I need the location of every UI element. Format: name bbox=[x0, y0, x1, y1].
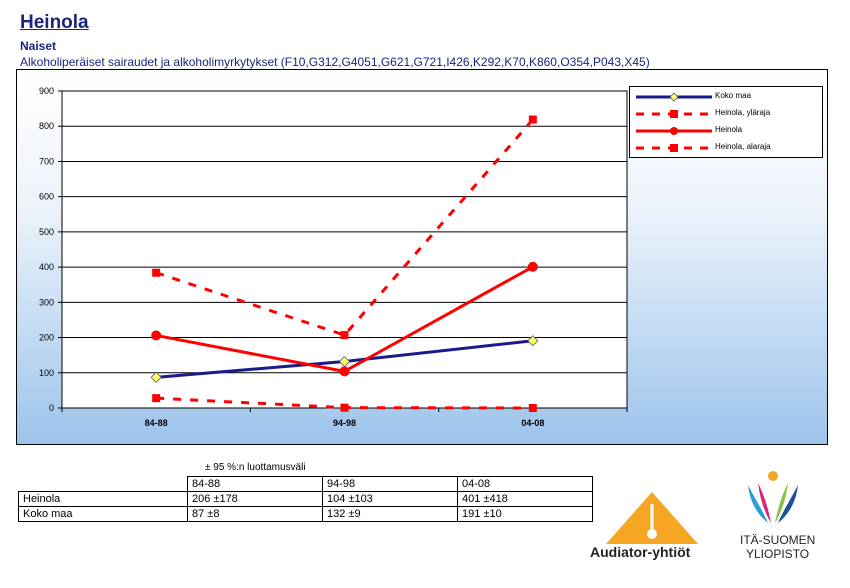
row-label: Heinola bbox=[18, 491, 188, 507]
uef-emblem-icon bbox=[748, 471, 798, 523]
legend-item-koko-maa: Koko maa bbox=[630, 90, 822, 104]
audiator-triangle-icon bbox=[606, 492, 698, 544]
table-header-cell: 04-08 bbox=[457, 476, 593, 492]
y-tick-label: 100 bbox=[39, 368, 54, 378]
legend-item-heinola: Heinola bbox=[630, 124, 822, 138]
y-tick-label: 600 bbox=[39, 192, 54, 202]
x-tick-label: 04-08 bbox=[521, 418, 544, 428]
table-header-cell: 84-88 bbox=[187, 476, 323, 492]
y-tick-label: 900 bbox=[39, 86, 54, 96]
data-point bbox=[340, 403, 349, 412]
data-point bbox=[150, 371, 162, 383]
legend-label: Heinola bbox=[715, 125, 743, 134]
table-cell: 191 ±10 bbox=[457, 506, 593, 522]
line-chart: 0 100 200 300 400 500 600 700 800 900 84-88 94-98 04… bbox=[39, 86, 628, 428]
table-cell: 132 ±9 bbox=[322, 506, 458, 522]
table-row: Koko maa 87 ±8 132 ±9 191 ±10 bbox=[18, 506, 593, 522]
legend-item-heinola-alaraja: Heinola, alaraja bbox=[630, 141, 822, 155]
data-point bbox=[527, 261, 538, 272]
page-subtitle: Naiset bbox=[20, 39, 57, 53]
uef-logo-text-1: ITÄ-SUOMEN bbox=[740, 533, 816, 547]
chart-description: Alkoholiperäiset sairaudet ja alkoholimy… bbox=[20, 55, 650, 69]
table-cell: 206 ±178 bbox=[187, 491, 323, 507]
legend-label: Heinola, alaraja bbox=[715, 142, 771, 151]
data-point bbox=[528, 404, 537, 412]
y-tick-label: 300 bbox=[39, 297, 54, 307]
table-row: Heinola 206 ±178 104 ±103 401 ±418 bbox=[18, 491, 593, 507]
uef-logo-text-2: YLIOPISTO bbox=[746, 547, 810, 561]
page-title: Heinola bbox=[20, 12, 89, 33]
y-tick-label: 700 bbox=[39, 156, 54, 166]
x-tick-label: 94-98 bbox=[333, 418, 356, 428]
y-tick-label: 500 bbox=[39, 227, 54, 237]
data-point bbox=[151, 330, 162, 341]
ci-caption: ± 95 %:n luottamusväli bbox=[205, 462, 306, 473]
ci-table: 84-88 94-98 04-08 Heinola 206 ±178 104 ±… bbox=[18, 476, 593, 522]
row-label: Koko maa bbox=[18, 506, 188, 522]
legend-label: Koko maa bbox=[715, 91, 752, 100]
y-tick-label: 400 bbox=[39, 262, 54, 272]
y-tick-label: 200 bbox=[39, 333, 54, 343]
data-point bbox=[528, 115, 537, 124]
data-point bbox=[527, 335, 539, 347]
table-header-row: 84-88 94-98 04-08 bbox=[18, 476, 593, 492]
x-tick-label: 84-88 bbox=[145, 418, 168, 428]
table-cell: 401 ±418 bbox=[457, 491, 593, 507]
data-point bbox=[152, 268, 161, 277]
audiator-logo-text: Audiator-yhtiöt bbox=[590, 544, 691, 560]
table-cell: 104 ±103 bbox=[322, 491, 458, 507]
legend-item-heinola-ylaraja: Heinola, yläraja bbox=[630, 107, 822, 121]
table-corner bbox=[18, 476, 188, 492]
table-header-cell: 94-98 bbox=[322, 476, 458, 492]
table-cell: 87 ±8 bbox=[187, 506, 323, 522]
data-point bbox=[152, 394, 161, 403]
chart-area: 0 100 200 300 400 500 600 700 800 900 84-88 94-98 04… bbox=[16, 69, 828, 445]
plot-area bbox=[62, 91, 627, 408]
chart-legend: Koko maa Heinola, yläraja Heinola Heinol… bbox=[629, 86, 823, 158]
data-point bbox=[340, 331, 349, 340]
data-point bbox=[339, 366, 350, 377]
y-tick-label: 800 bbox=[39, 121, 54, 131]
y-tick-label: 0 bbox=[49, 403, 54, 413]
legend-label: Heinola, yläraja bbox=[715, 108, 771, 117]
